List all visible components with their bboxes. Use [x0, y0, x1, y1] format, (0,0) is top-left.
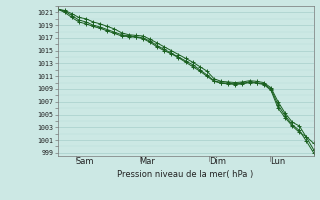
X-axis label: Pression niveau de la mer( hPa ): Pression niveau de la mer( hPa ): [117, 170, 254, 179]
Text: Sam: Sam: [76, 158, 94, 166]
Text: Lun: Lun: [270, 158, 285, 166]
Text: Mar: Mar: [140, 158, 156, 166]
Text: Dim: Dim: [209, 158, 226, 166]
